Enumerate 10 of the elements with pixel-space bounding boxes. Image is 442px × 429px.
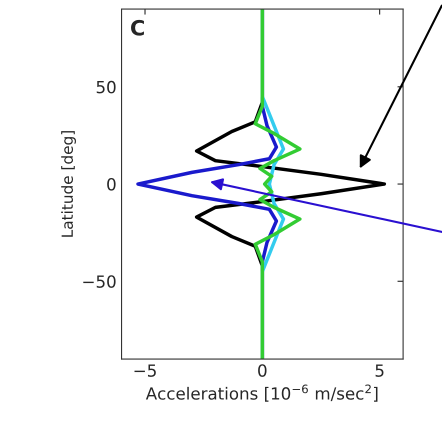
chart-title: C xyxy=(131,20,144,36)
x-tick-label: −5 xyxy=(134,364,156,377)
x-tick-label: 5 xyxy=(376,364,384,377)
x-axis-title: Accelerations [10$^{−6}$ m/sec$^{2}$] xyxy=(146,384,378,402)
y-tick-label: 0 xyxy=(107,178,116,191)
y-tick-label: −50 xyxy=(83,275,116,288)
y-tick-label: 50 xyxy=(96,80,116,94)
y-axis-title: Latitude [deg] xyxy=(61,131,76,237)
x-tick-label: 0 xyxy=(258,364,267,377)
line-series xyxy=(254,9,302,360)
